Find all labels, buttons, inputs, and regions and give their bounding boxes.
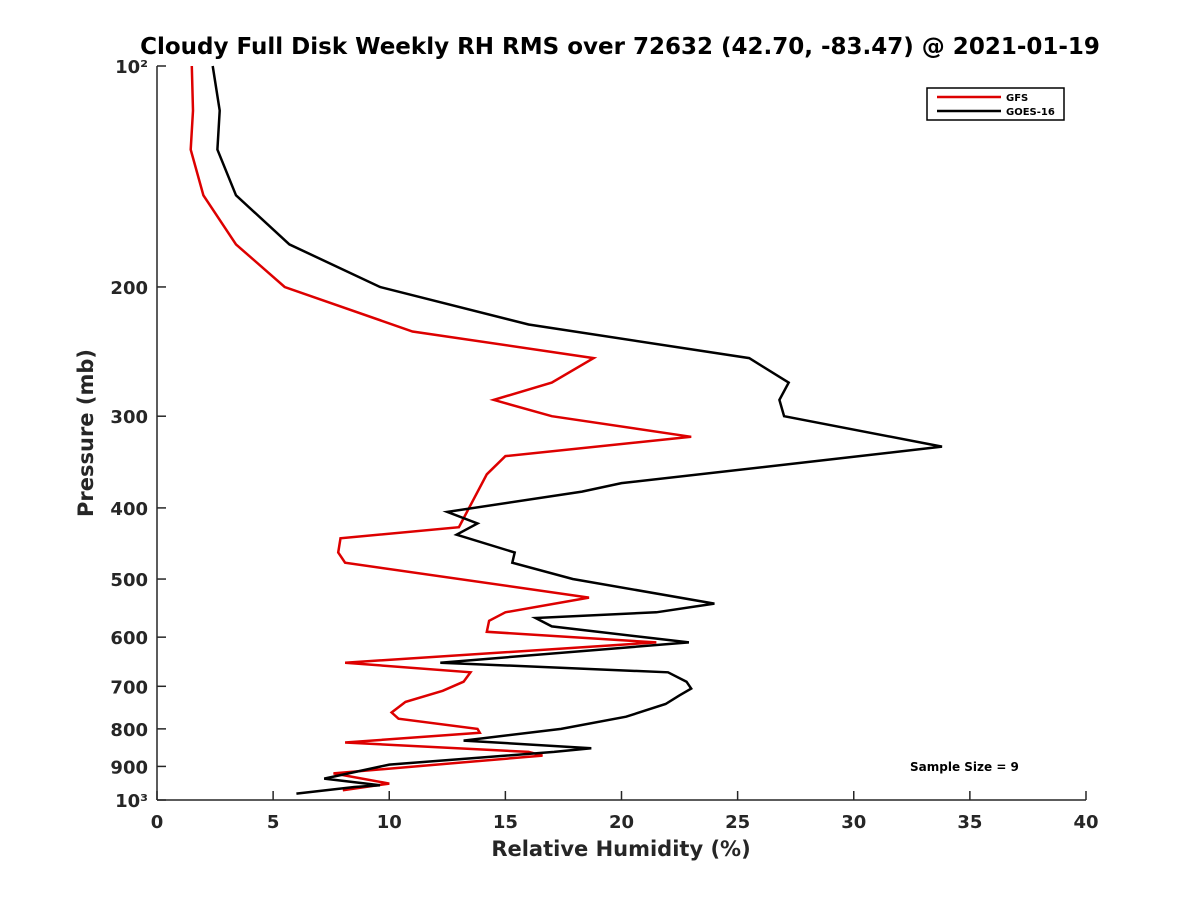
x-tick-label: 20 [609,812,634,833]
y-axis-label: Pressure (mb) [74,349,98,517]
legend-label-gfs: GFS [1006,93,1028,104]
x-axis-label: Relative Humidity (%) [491,837,750,861]
y-tick-label: 300 [110,407,148,428]
plot-area: 0 5 10 15 20 25 30 35 40 10² 200 300 400 500 600 700 80… [110,57,1098,833]
series-layer [189,65,943,795]
x-tick-label: 35 [957,812,982,833]
chart-title: Cloudy Full Disk Weekly RH RMS over 7263… [140,34,1100,60]
y-tick-label: 200 [110,278,148,299]
x-tick-label: 15 [493,812,518,833]
y-ticks: 10² 200 300 400 500 600 700 800 900 10³ [110,57,166,812]
x-ticks: 0 5 10 15 20 25 30 35 40 [151,791,1099,833]
y-tick-label: 500 [110,570,148,591]
y-tick-label: 400 [110,499,148,520]
y-tick-label: 700 [110,677,148,698]
legend-box [926,87,1065,121]
x-tick-label: 30 [841,812,866,833]
legend-label-goes16: GOES-16 [1006,107,1055,118]
y-tick-label: 600 [110,628,148,649]
x-tick-label: 40 [1073,812,1098,833]
y-tick-label: 10³ [115,791,148,812]
y-tick-label: 10² [115,57,148,78]
x-tick-label: 0 [151,812,164,833]
x-tick-label: 5 [267,812,280,833]
sample-size-annotation: Sample Size = 9 [910,760,1019,774]
series-line-goes16 [211,65,943,795]
series-line-gfs [189,65,692,792]
y-tick-label: 900 [110,757,148,778]
x-tick-label: 10 [377,812,402,833]
legend: GFS GOES-16 [926,87,1065,121]
y-tick-label: 800 [110,720,148,741]
x-tick-label: 25 [725,812,750,833]
